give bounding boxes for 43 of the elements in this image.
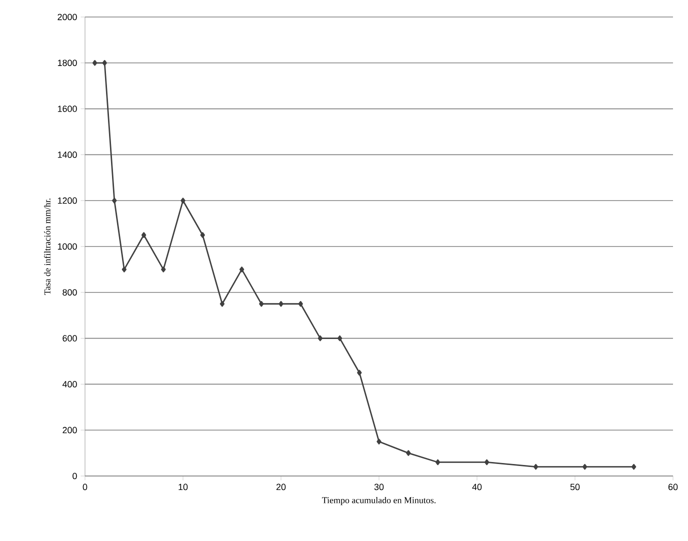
point xyxy=(298,300,303,307)
x-tick-label: 60 xyxy=(668,484,678,490)
y-axis-title: Tasa de infiltración mm/hr. xyxy=(44,198,50,295)
y-tick-label: 1800 xyxy=(58,60,77,66)
point xyxy=(582,464,588,470)
y-tick-label: 0 xyxy=(72,472,77,480)
point xyxy=(278,300,284,307)
point xyxy=(259,300,264,307)
x-tick-label: 10 xyxy=(178,484,188,490)
y-tick-label: 1200 xyxy=(58,197,77,204)
point xyxy=(376,438,382,444)
x-tick-label: 0 xyxy=(82,484,88,490)
point xyxy=(200,232,205,238)
point xyxy=(357,370,362,376)
y-tick-label: 1600 xyxy=(58,106,77,112)
x-tick-label: 30 xyxy=(374,484,384,490)
x-tick-label: 40 xyxy=(472,484,482,490)
point xyxy=(435,459,440,466)
point xyxy=(102,60,107,66)
point xyxy=(406,450,411,456)
y-tick-label: 1400 xyxy=(58,152,77,158)
point xyxy=(239,266,244,272)
point xyxy=(141,232,146,238)
point xyxy=(161,266,166,272)
y-tick-label: 1000 xyxy=(58,243,77,250)
point xyxy=(92,60,98,66)
point xyxy=(337,335,342,342)
point xyxy=(533,464,538,470)
y-tick-label: 600 xyxy=(62,335,77,342)
point xyxy=(631,464,636,470)
point xyxy=(122,266,127,272)
x-tick-label: 20 xyxy=(276,484,286,490)
point xyxy=(484,459,490,466)
point xyxy=(112,198,117,204)
y-tick-label: 200 xyxy=(62,426,77,434)
x-axis-title: Tiempo acumulado en Minutos. xyxy=(322,496,436,506)
point xyxy=(318,335,323,342)
x-tick-label: 50 xyxy=(570,484,580,490)
point xyxy=(180,198,186,204)
y-tick-label: 800 xyxy=(62,289,77,296)
y-tick-label: 2000 xyxy=(58,14,77,20)
point xyxy=(220,300,225,307)
y-tick-label: 400 xyxy=(62,381,77,388)
